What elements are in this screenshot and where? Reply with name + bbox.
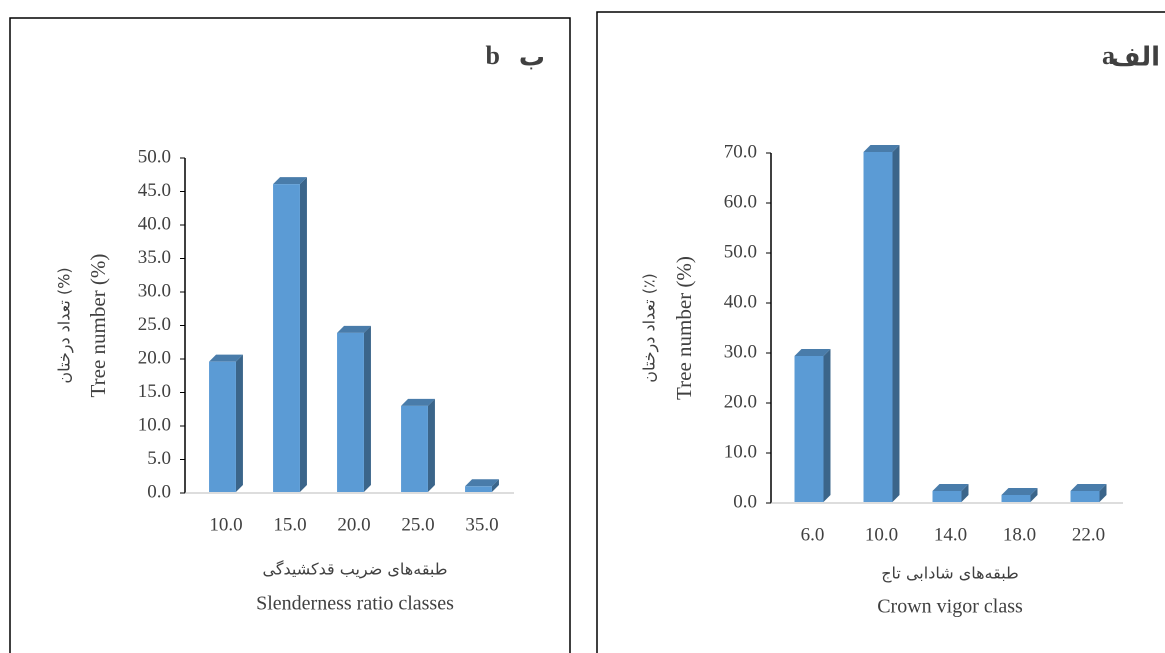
x-tick-label: 35.0	[465, 514, 498, 535]
y-tick-label: 30.0	[138, 280, 171, 301]
bar-top	[465, 479, 499, 487]
bar-top	[337, 325, 371, 333]
bar-side	[427, 398, 435, 492]
bar-front	[1070, 491, 1100, 502]
x-tick-label: 15.0	[273, 514, 306, 535]
panel-letter-fa: ب	[519, 43, 545, 73]
y-tick-label: 45.0	[138, 180, 171, 201]
x-tick-label: 22.0	[1072, 524, 1105, 545]
panel-letter: b	[486, 41, 500, 70]
y-tick-label: 30.0	[724, 341, 757, 362]
y-tick-label: 0.0	[733, 491, 757, 512]
bar	[401, 398, 435, 492]
x-tick-label: 18.0	[1003, 524, 1036, 545]
bar-front	[794, 356, 824, 502]
bar-side	[363, 325, 371, 492]
y-tick-label: 40.0	[724, 291, 757, 312]
bar-top	[932, 484, 969, 491]
x-axis-label: Slenderness ratio classes	[256, 593, 454, 615]
y-tick-label: 40.0	[138, 213, 171, 234]
panel-letter: a	[1102, 41, 1115, 70]
bar-side	[299, 177, 307, 492]
panel-letter-fa: الف	[1110, 43, 1160, 73]
y-tick-label: 10.0	[724, 441, 757, 462]
bar-front	[209, 361, 236, 492]
y-axis-label-fa: تعداد درختان (%)	[55, 267, 75, 383]
y-axis-label-fa: تعداد درختان (٪)	[640, 273, 660, 383]
y-tick-label: 50.0	[724, 241, 757, 262]
bar-front	[401, 405, 428, 492]
y-tick-label: 50.0	[138, 146, 171, 167]
y-axis-label: Tree number (%)	[86, 254, 110, 398]
y-tick-label: 60.0	[724, 191, 757, 212]
bar	[1001, 488, 1038, 502]
bar-front	[337, 332, 364, 492]
x-axis-label-fa: طبقه‌های شادابی تاج	[881, 564, 1019, 584]
x-tick-label: 6.0	[801, 524, 825, 545]
bar-front	[273, 184, 300, 492]
bar-side	[491, 479, 499, 492]
bar-top	[273, 177, 307, 185]
bar	[1070, 484, 1107, 502]
y-tick-label: 0.0	[147, 481, 171, 502]
bar-side	[1099, 484, 1107, 502]
bar-top	[209, 354, 243, 362]
bar-side	[892, 145, 900, 502]
y-tick-label: 35.0	[138, 247, 171, 268]
bar-side	[235, 354, 243, 492]
bar-front	[465, 486, 492, 492]
bar-front	[863, 152, 893, 502]
y-tick-label: 15.0	[138, 381, 171, 402]
bar-side	[961, 484, 969, 502]
panel-a	[596, 11, 1165, 653]
bar-top	[401, 398, 435, 406]
y-tick-label: 20.0	[138, 347, 171, 368]
y-tick-label: 25.0	[138, 314, 171, 335]
bar-front	[1001, 495, 1031, 502]
y-tick-label: 20.0	[724, 391, 757, 412]
x-axis-label: Crown vigor class	[877, 596, 1023, 618]
x-tick-label: 20.0	[337, 514, 370, 535]
y-tick-label: 10.0	[138, 414, 171, 435]
bar	[932, 484, 969, 502]
bar-side	[1030, 488, 1038, 502]
bar-top	[863, 145, 900, 152]
x-axis-label-fa: طبقه‌های ضریب قدکشیدگی	[263, 560, 448, 580]
bar-top	[794, 349, 831, 356]
x-tick-label: 14.0	[934, 524, 967, 545]
bar-side	[823, 349, 831, 502]
bar	[465, 479, 499, 492]
y-tick-label: 5.0	[147, 448, 171, 469]
x-tick-label: 10.0	[209, 514, 242, 535]
bar-top	[1070, 484, 1107, 491]
panel-b	[9, 17, 571, 653]
bar	[337, 325, 371, 492]
bar-front	[932, 491, 962, 502]
bar	[863, 145, 900, 502]
bar-top	[1001, 488, 1038, 495]
bar	[273, 177, 307, 492]
y-axis-label: Tree number (%)	[672, 256, 696, 400]
bar	[794, 349, 831, 502]
x-tick-label: 25.0	[401, 514, 434, 535]
y-tick-label: 70.0	[724, 141, 757, 162]
bar	[209, 354, 243, 492]
x-tick-label: 10.0	[865, 524, 898, 545]
